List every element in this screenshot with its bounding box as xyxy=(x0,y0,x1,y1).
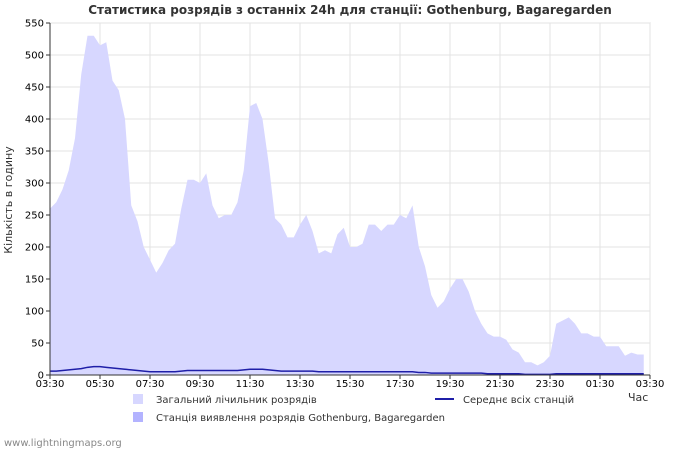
y-tick-label-450: 450 xyxy=(25,83,44,94)
axes xyxy=(46,22,651,379)
average-line-group xyxy=(50,365,644,376)
x-tick-label-4: 11:30 xyxy=(236,379,265,390)
legend-label-total: Загальний лічильник розрядів xyxy=(156,394,317,406)
y-tick-label-200: 200 xyxy=(25,243,44,254)
x-tick-label-10: 23:30 xyxy=(536,379,565,390)
y-tick-label-550: 550 xyxy=(25,19,44,30)
x-tick-label-3: 09:30 xyxy=(186,379,215,390)
y-tick-label-350: 350 xyxy=(25,147,44,158)
legend-label-station: Станція виявлення розрядів Gothenburg, B… xyxy=(156,412,445,424)
legend: Загальний лічильник розрядів Середнє всіх… xyxy=(133,394,574,424)
y-tick-label-400: 400 xyxy=(25,115,44,126)
y-tick-label-150: 150 xyxy=(25,275,44,286)
x-tick-label-11: 01:30 xyxy=(586,379,615,390)
x-tick-label-12: 03:30 xyxy=(636,379,665,390)
y-tick-label-300: 300 xyxy=(25,179,44,190)
x-axis-label: Час xyxy=(628,391,648,404)
y-tick-label-50: 50 xyxy=(31,339,44,350)
y-tick-label-250: 250 xyxy=(25,211,44,222)
chart-title: Статистика розрядів з останніх 24h для с… xyxy=(88,3,612,17)
x-tick-label-2: 07:30 xyxy=(136,379,165,390)
x-tick-label-0: 03:30 xyxy=(36,379,65,390)
x-tick-label-7: 17:30 xyxy=(386,379,415,390)
y-tick-labels: 0 50 100 150 200 250 300 350 400 450 500 550 xyxy=(25,19,44,382)
average-all-stations-line xyxy=(50,365,644,376)
total-count-area xyxy=(50,35,644,376)
y-tick-label-500: 500 xyxy=(25,51,44,62)
legend-label-average: Середнє всіх станцій xyxy=(463,394,574,406)
x-tick-label-9: 21:30 xyxy=(486,379,515,390)
legend-swatch-station xyxy=(133,412,143,422)
x-tick-label-5: 13:30 xyxy=(286,379,315,390)
legend-swatch-total xyxy=(133,394,143,404)
x-tick-label-6: 15:30 xyxy=(336,379,365,390)
y-axis-label: Кількість в годину xyxy=(2,146,15,254)
x-tick-label-8: 19:30 xyxy=(436,379,465,390)
y-tick-label-100: 100 xyxy=(25,307,44,318)
y-tick-label-0: 0 xyxy=(38,371,44,382)
footer-credit: www.lightningmaps.org xyxy=(4,438,122,449)
x-tick-label-1: 05:30 xyxy=(86,379,115,390)
x-tick-labels: 03:30 05:30 07:30 09:30 11:30 13:30 15:30 17:30… xyxy=(36,379,665,390)
total-count-area-group xyxy=(50,35,644,376)
